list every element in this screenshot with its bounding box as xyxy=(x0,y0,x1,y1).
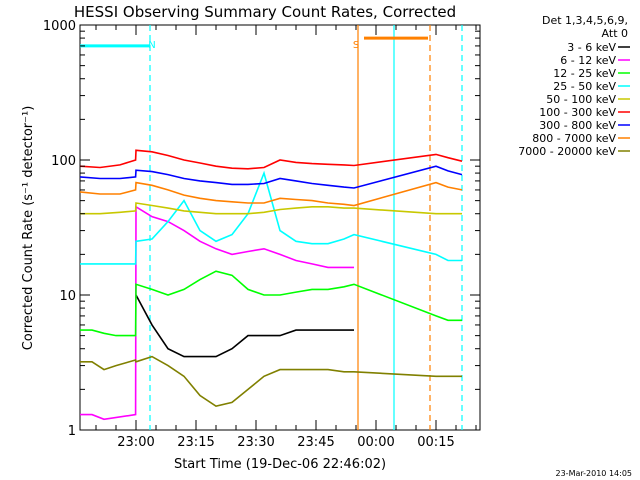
series-4 xyxy=(80,170,462,265)
legend-label: 300 - 800 keV xyxy=(539,119,616,132)
series-7 xyxy=(79,165,463,189)
series-line xyxy=(80,355,462,408)
y-tick-label: 1000 xyxy=(43,19,76,34)
legend-label: 100 - 300 keV xyxy=(539,106,616,119)
series-line xyxy=(79,181,463,207)
series-layer xyxy=(79,149,463,421)
legend-label: 7000 - 20000 keV xyxy=(518,145,616,158)
x-axis-label: Start Time (19-Dec-06 22:46:02) xyxy=(174,457,386,472)
series-line xyxy=(79,149,463,170)
series-2 xyxy=(80,205,354,421)
legend-label: 50 - 100 keV xyxy=(546,93,616,106)
chart-title: HESSI Observing Summary Count Rates, Cor… xyxy=(74,3,456,21)
series-5 xyxy=(80,202,462,215)
series-line xyxy=(135,294,354,358)
footer-timestamp: 23-Mar-2010 14:05 xyxy=(556,469,633,478)
series-1 xyxy=(135,294,354,358)
x-tick-label: 00:00 xyxy=(357,435,394,450)
x-tick-label: 23:15 xyxy=(177,435,214,450)
x-tick-label: 00:15 xyxy=(417,435,454,450)
y-tick-label: 1 xyxy=(68,424,76,439)
y-axis-label: Corrected Count Rate (s⁻¹ detector⁻¹) xyxy=(21,106,36,351)
y-tick-label: 100 xyxy=(51,154,76,169)
series-line xyxy=(80,170,462,265)
axes: 1 10 100 1000 23:00 23:15 23:30 23:45 00:00 00:15 xyxy=(43,19,480,450)
annotation-label: N xyxy=(148,40,155,51)
series-6 xyxy=(79,149,463,170)
x-tick-label: 23:30 xyxy=(237,435,274,450)
legend-label: 25 - 50 keV xyxy=(553,80,616,93)
series-3 xyxy=(80,270,462,337)
legend-label: 6 - 12 keV xyxy=(560,54,616,67)
plot-frame xyxy=(79,24,481,431)
plot-area xyxy=(79,24,481,431)
legend-header-line-2: Att 0 xyxy=(602,27,628,40)
series-9 xyxy=(80,355,462,408)
legend-label: 800 - 7000 keV xyxy=(532,132,616,145)
y-tick-label: 10 xyxy=(59,289,76,304)
series-line xyxy=(79,165,463,189)
series-line xyxy=(80,205,354,421)
x-tick-label: 23:00 xyxy=(117,435,154,450)
series-line xyxy=(80,202,462,215)
x-tick-label: 23:45 xyxy=(297,435,334,450)
legend-label: 3 - 6 keV xyxy=(567,41,616,54)
series-8 xyxy=(79,181,463,207)
annotation-label: S xyxy=(353,40,359,51)
legend-header-line-1: Det 1,3,4,5,6,9, xyxy=(542,14,628,27)
legend-label: 12 - 25 keV xyxy=(553,67,616,80)
series-line xyxy=(80,270,462,337)
vertical-markers xyxy=(80,25,463,430)
